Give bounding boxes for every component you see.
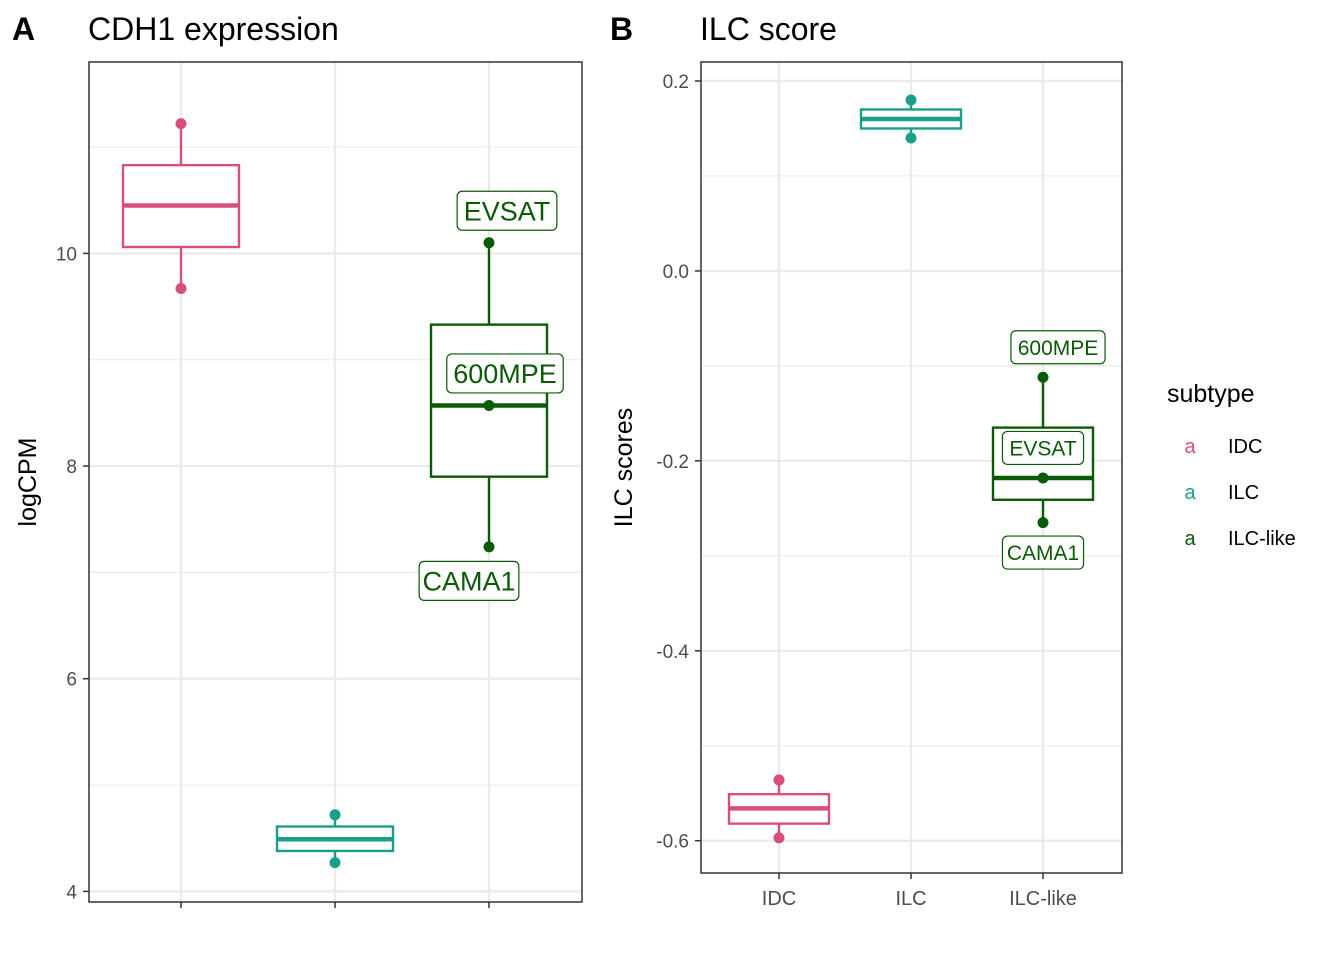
data-point: [483, 541, 495, 553]
point-label-cama1: CAMA1: [418, 560, 520, 601]
label-box: [456, 190, 558, 231]
point-label-evsat: EVSAT: [456, 190, 558, 231]
data-point: [329, 857, 341, 869]
x-tick-label: ILC-like: [1009, 888, 1077, 910]
label-text: EVSAT: [464, 196, 551, 226]
y-tick-label: 4: [66, 882, 77, 903]
box-idc: [727, 779, 831, 838]
label-text: CAMA1: [1007, 542, 1079, 565]
point-label-evsat: EVSAT: [1001, 430, 1085, 466]
y-tick-label: 8: [66, 457, 77, 478]
data-point: [175, 118, 187, 130]
label-text: EVSAT: [1009, 438, 1076, 461]
y-tick-label: 0.2: [663, 72, 689, 93]
box-ilc: [859, 99, 963, 138]
panel-a: EVSAT 600MPE CAMA1 4 6 8 10 logCPM CDH1 expressi…: [12, 11, 583, 908]
label-text: 600MPE: [453, 359, 557, 389]
box-ilc-like: [429, 242, 549, 547]
y-tick-label: 0.0: [663, 262, 689, 283]
label-box: [1010, 330, 1106, 365]
x-tick-label: IDC: [762, 888, 796, 910]
label-text: CAMA1: [422, 567, 515, 597]
x-tick-label: ILC: [895, 888, 926, 910]
y-tick-label: -0.6: [656, 832, 689, 853]
y-tick-label: 6: [66, 670, 77, 691]
point-label-600mpe: 600MPE: [1010, 330, 1106, 365]
point-label-cama1: CAMA1: [1001, 535, 1085, 570]
data-point: [483, 237, 495, 249]
label-box: [1001, 430, 1085, 466]
panel-b: 600MPE EVSAT CAMA1 -0.6 -0.4 -0.2 0.0 0.2 IDC ILC…: [610, 11, 1123, 910]
data-point: [905, 132, 917, 144]
panel-tag: A: [12, 11, 35, 47]
legend-key: a: [1184, 436, 1196, 458]
label-text: 600MPE: [1018, 337, 1099, 360]
label-box: [446, 353, 564, 394]
legend-title: subtype: [1167, 380, 1255, 408]
y-axis-label: logCPM: [14, 438, 42, 527]
panel-title: ILC score: [700, 11, 837, 47]
legend-label-idc: IDC: [1228, 436, 1262, 458]
y-tick-label: -0.2: [656, 452, 689, 473]
data-point: [329, 809, 341, 821]
data-point: [905, 94, 917, 106]
panel-tag: B: [610, 11, 633, 47]
data-point: [773, 774, 785, 786]
y-tick-label: 10: [56, 244, 77, 265]
box-ilc: [275, 814, 395, 863]
data-point: [175, 282, 187, 294]
data-point: [1037, 371, 1049, 383]
data-point: [1037, 517, 1049, 529]
legend-label-ilc: ILC: [1228, 482, 1259, 504]
point-label-600mpe: 600MPE: [446, 353, 564, 394]
data-point: [773, 832, 785, 844]
legend-key: a: [1184, 482, 1196, 504]
legend: subtype a IDC a ILC a ILC-like: [1167, 380, 1296, 550]
legend-label-ilc-like: ILC-like: [1228, 528, 1296, 550]
label-box: [418, 560, 520, 601]
y-axis-label: ILC scores: [610, 408, 638, 527]
box-idc: [121, 123, 241, 289]
y-tick-label: -0.4: [656, 642, 689, 663]
legend-key: a: [1184, 528, 1196, 550]
label-box: [1001, 535, 1085, 570]
panel-title: CDH1 expression: [88, 11, 339, 47]
data-point: [483, 399, 495, 411]
data-point: [1037, 472, 1049, 484]
